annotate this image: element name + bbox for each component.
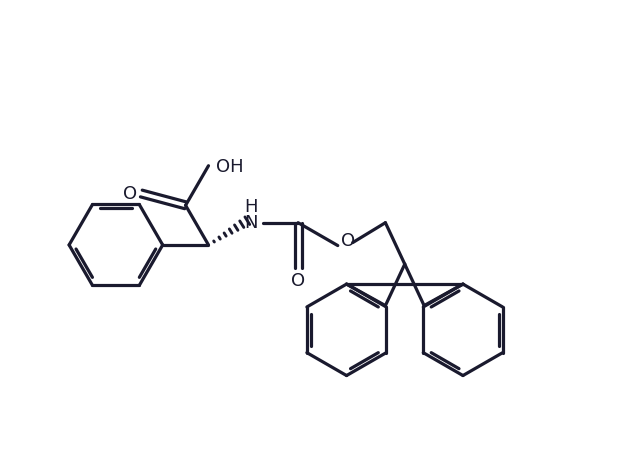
Text: OH: OH: [216, 158, 243, 176]
Text: O: O: [340, 232, 355, 250]
Text: N: N: [244, 214, 258, 232]
Text: H: H: [244, 198, 258, 216]
Text: O: O: [124, 185, 138, 203]
Text: O: O: [291, 272, 305, 290]
